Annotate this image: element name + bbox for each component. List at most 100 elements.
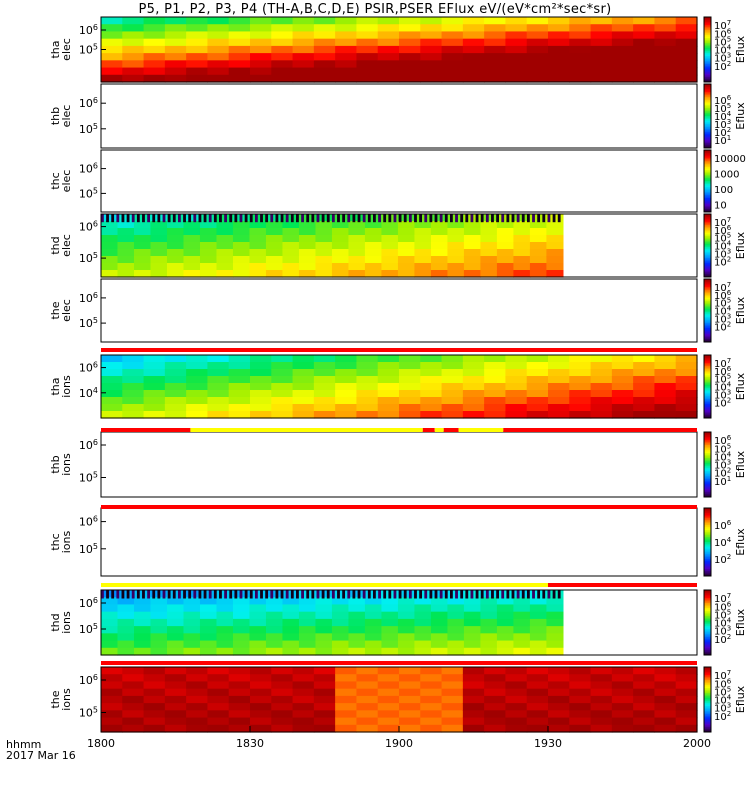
heatmap-cell [399, 390, 421, 398]
colorbar-tick-label: 106 [714, 289, 732, 302]
heatmap-cell [101, 242, 119, 250]
heatmap-cell [513, 242, 531, 250]
colorbar-step [704, 143, 711, 146]
heatmap-cell [569, 31, 592, 40]
heatmap-cell [186, 674, 209, 683]
heatmap-cell [186, 17, 209, 25]
colorbar-step [704, 207, 711, 210]
top-stripe [167, 214, 171, 223]
heatmap-cell [611, 383, 634, 391]
colorbar-step [704, 96, 711, 99]
heatmap-cell [526, 24, 549, 33]
heatmap-cell [335, 53, 358, 61]
top-stripe [537, 590, 541, 599]
top-stripe [342, 590, 346, 599]
heatmap-cell [122, 404, 145, 412]
colorbar-step [704, 301, 711, 304]
heatmap-cell [397, 235, 416, 243]
heatmap-cell [420, 362, 443, 370]
heatmap-cell [633, 31, 656, 40]
colorbar-step [704, 46, 711, 49]
heatmap-cell [228, 362, 251, 370]
colorbar-step [704, 243, 711, 247]
heatmap-cell [101, 53, 123, 61]
colorbar-tick-label: 102 [714, 255, 731, 268]
colorbar-step [704, 383, 711, 386]
heatmap-cell [496, 633, 515, 642]
heatmap-cell [484, 724, 507, 733]
heatmap-cell [399, 67, 421, 76]
heatmap-cell [143, 397, 166, 405]
heatmap-cell [101, 355, 123, 363]
colorbar-step [704, 283, 711, 286]
heatmap-cell [356, 383, 379, 391]
heatmap-cell [480, 270, 498, 278]
colorbar-frame [703, 354, 712, 419]
heatmap-cell [381, 249, 399, 257]
colorbar-step [704, 411, 711, 414]
heatmap-cell [513, 263, 531, 271]
heatmap-cell [513, 626, 531, 634]
heatmap-cell [381, 235, 399, 243]
colorbar-step [704, 136, 711, 139]
heatmap-cell [399, 362, 421, 370]
colorbar-label: Eflux [734, 608, 747, 636]
colorbar-tick-label: 107 [714, 281, 731, 294]
top-stripe [429, 214, 433, 223]
heatmap-cell [143, 383, 166, 391]
heatmap-cell [513, 604, 531, 613]
heatmap-cell [271, 717, 294, 726]
y-axis-label: thc [49, 533, 62, 550]
colorbar-step [704, 601, 711, 604]
heatmap-cell [441, 60, 464, 69]
heatmap-cell [164, 695, 187, 704]
y-axis-label: tha [49, 40, 62, 58]
colorbar-label: Eflux [734, 296, 747, 324]
heatmap-cell [282, 597, 300, 606]
heatmap-cell [548, 74, 570, 83]
top-stripe [126, 590, 130, 599]
colorbar-step [704, 533, 711, 536]
heatmap-cell [399, 31, 421, 40]
heatmap-cell [414, 611, 432, 620]
heatmap-cell [381, 270, 399, 278]
heatmap-cell [335, 362, 358, 370]
x-tick-label: 1930 [534, 737, 562, 750]
y-tick-label: 106 [79, 515, 98, 529]
heatmap-cell [271, 38, 294, 47]
colorbar-step [704, 693, 711, 696]
top-stripe [142, 214, 145, 223]
heatmap-cell [122, 383, 145, 391]
heatmap-cell [250, 38, 272, 47]
heatmap-cell [133, 242, 152, 250]
heatmap-cell [282, 263, 300, 271]
y-tick-label: 106 [79, 162, 98, 176]
colorbar-tick-label: 106 [714, 224, 732, 237]
heatmap-cell [397, 611, 416, 620]
y-tick-label: 106 [79, 361, 98, 375]
colorbar-step [704, 723, 711, 727]
heatmap-cell [441, 45, 464, 54]
top-stripe [429, 590, 433, 599]
heatmap-cell [484, 31, 507, 40]
top-stripe [424, 214, 428, 223]
heatmap-cell [143, 724, 166, 733]
top-stripe [347, 214, 351, 223]
heatmap-cell [133, 626, 152, 634]
colorbar-step [704, 388, 711, 391]
heatmap-cell [348, 214, 366, 222]
heatmap-cell [611, 703, 634, 711]
top-stripe [367, 214, 371, 223]
heatmap-cell [101, 724, 123, 733]
heatmap-cell [282, 242, 300, 250]
y-axis-label: thb [49, 107, 62, 125]
heatmap-cell [505, 53, 528, 61]
top-stripe [270, 214, 274, 223]
colorbar-step [704, 590, 711, 593]
heatmap-cell [569, 390, 592, 398]
colorbar-step [704, 181, 711, 184]
heatmap-cell [462, 383, 485, 391]
heatmap-cell [122, 24, 145, 33]
heatmap-cell [228, 404, 251, 412]
